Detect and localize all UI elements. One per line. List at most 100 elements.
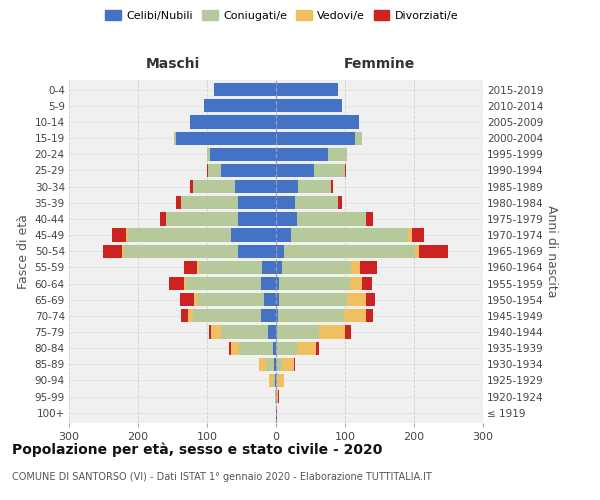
Y-axis label: Anni di nascita: Anni di nascita [545, 205, 558, 298]
Bar [276, 116, 359, 128]
Bar [199, 261, 262, 274]
Bar [409, 228, 412, 241]
Bar [176, 196, 181, 209]
Bar [214, 83, 276, 96]
Bar [221, 164, 276, 177]
Bar [126, 228, 128, 241]
Bar [261, 309, 276, 322]
Bar [274, 358, 276, 371]
Bar [298, 180, 331, 194]
Bar [259, 358, 266, 371]
Bar [345, 164, 346, 177]
Bar [174, 132, 176, 145]
Bar [276, 132, 355, 145]
Bar [276, 99, 341, 112]
Bar [188, 309, 193, 322]
Bar [331, 180, 333, 194]
Bar [360, 261, 377, 274]
Bar [238, 212, 276, 226]
Bar [128, 228, 231, 241]
Bar [181, 309, 188, 322]
Text: COMUNE DI SANTORSO (VI) - Dati ISTAT 1° gennaio 2020 - Elaborazione TUTTITALIA.I: COMUNE DI SANTORSO (VI) - Dati ISTAT 1° … [12, 472, 432, 482]
Bar [350, 261, 360, 274]
Bar [266, 358, 274, 371]
Bar [294, 358, 295, 371]
Bar [122, 244, 124, 258]
Bar [276, 374, 277, 387]
Bar [412, 228, 424, 241]
Legend: Celibi/Nubili, Coniugati/e, Vedovi/e, Divorziati/e: Celibi/Nubili, Coniugati/e, Vedovi/e, Di… [101, 6, 463, 25]
Bar [295, 196, 338, 209]
Bar [419, 244, 448, 258]
Y-axis label: Fasce di età: Fasce di età [17, 214, 31, 288]
Bar [229, 342, 231, 355]
Bar [269, 374, 272, 387]
Bar [281, 358, 294, 371]
Bar [203, 99, 276, 112]
Bar [103, 244, 122, 258]
Bar [319, 326, 345, 338]
Bar [296, 212, 366, 226]
Bar [338, 196, 341, 209]
Bar [277, 374, 284, 387]
Bar [280, 277, 350, 290]
Bar [184, 261, 197, 274]
Bar [198, 293, 263, 306]
Bar [112, 228, 126, 241]
Text: Femmine: Femmine [344, 57, 415, 71]
Bar [276, 406, 277, 419]
Bar [276, 148, 328, 161]
Bar [316, 342, 319, 355]
Bar [262, 261, 276, 274]
Bar [276, 326, 277, 338]
Bar [207, 148, 211, 161]
Bar [362, 277, 372, 290]
Bar [207, 164, 208, 177]
Bar [276, 293, 280, 306]
Bar [278, 309, 344, 322]
Bar [291, 228, 409, 241]
Bar [239, 342, 272, 355]
Bar [276, 180, 298, 194]
Bar [272, 374, 275, 387]
Bar [344, 309, 366, 322]
Bar [345, 326, 350, 338]
Bar [261, 277, 276, 290]
Bar [276, 261, 281, 274]
Bar [347, 293, 367, 306]
Bar [366, 309, 373, 322]
Bar [176, 132, 276, 145]
Bar [366, 212, 373, 226]
Bar [124, 244, 238, 258]
Bar [187, 277, 261, 290]
Bar [190, 180, 193, 194]
Bar [166, 212, 238, 226]
Bar [367, 293, 374, 306]
Bar [211, 326, 221, 338]
Text: Maschi: Maschi [145, 57, 200, 71]
Bar [238, 196, 276, 209]
Bar [235, 180, 276, 194]
Bar [276, 342, 296, 355]
Bar [209, 326, 211, 338]
Bar [277, 326, 319, 338]
Bar [275, 374, 276, 387]
Bar [276, 390, 278, 404]
Bar [181, 196, 238, 209]
Bar [276, 196, 295, 209]
Bar [190, 116, 276, 128]
Bar [278, 390, 279, 404]
Bar [160, 212, 166, 226]
Bar [169, 277, 184, 290]
Bar [263, 293, 276, 306]
Bar [280, 293, 347, 306]
Bar [194, 293, 198, 306]
Bar [276, 309, 278, 322]
Bar [314, 164, 345, 177]
Bar [276, 277, 280, 290]
Bar [211, 148, 276, 161]
Bar [272, 342, 276, 355]
Bar [350, 277, 362, 290]
Bar [296, 342, 316, 355]
Bar [231, 342, 239, 355]
